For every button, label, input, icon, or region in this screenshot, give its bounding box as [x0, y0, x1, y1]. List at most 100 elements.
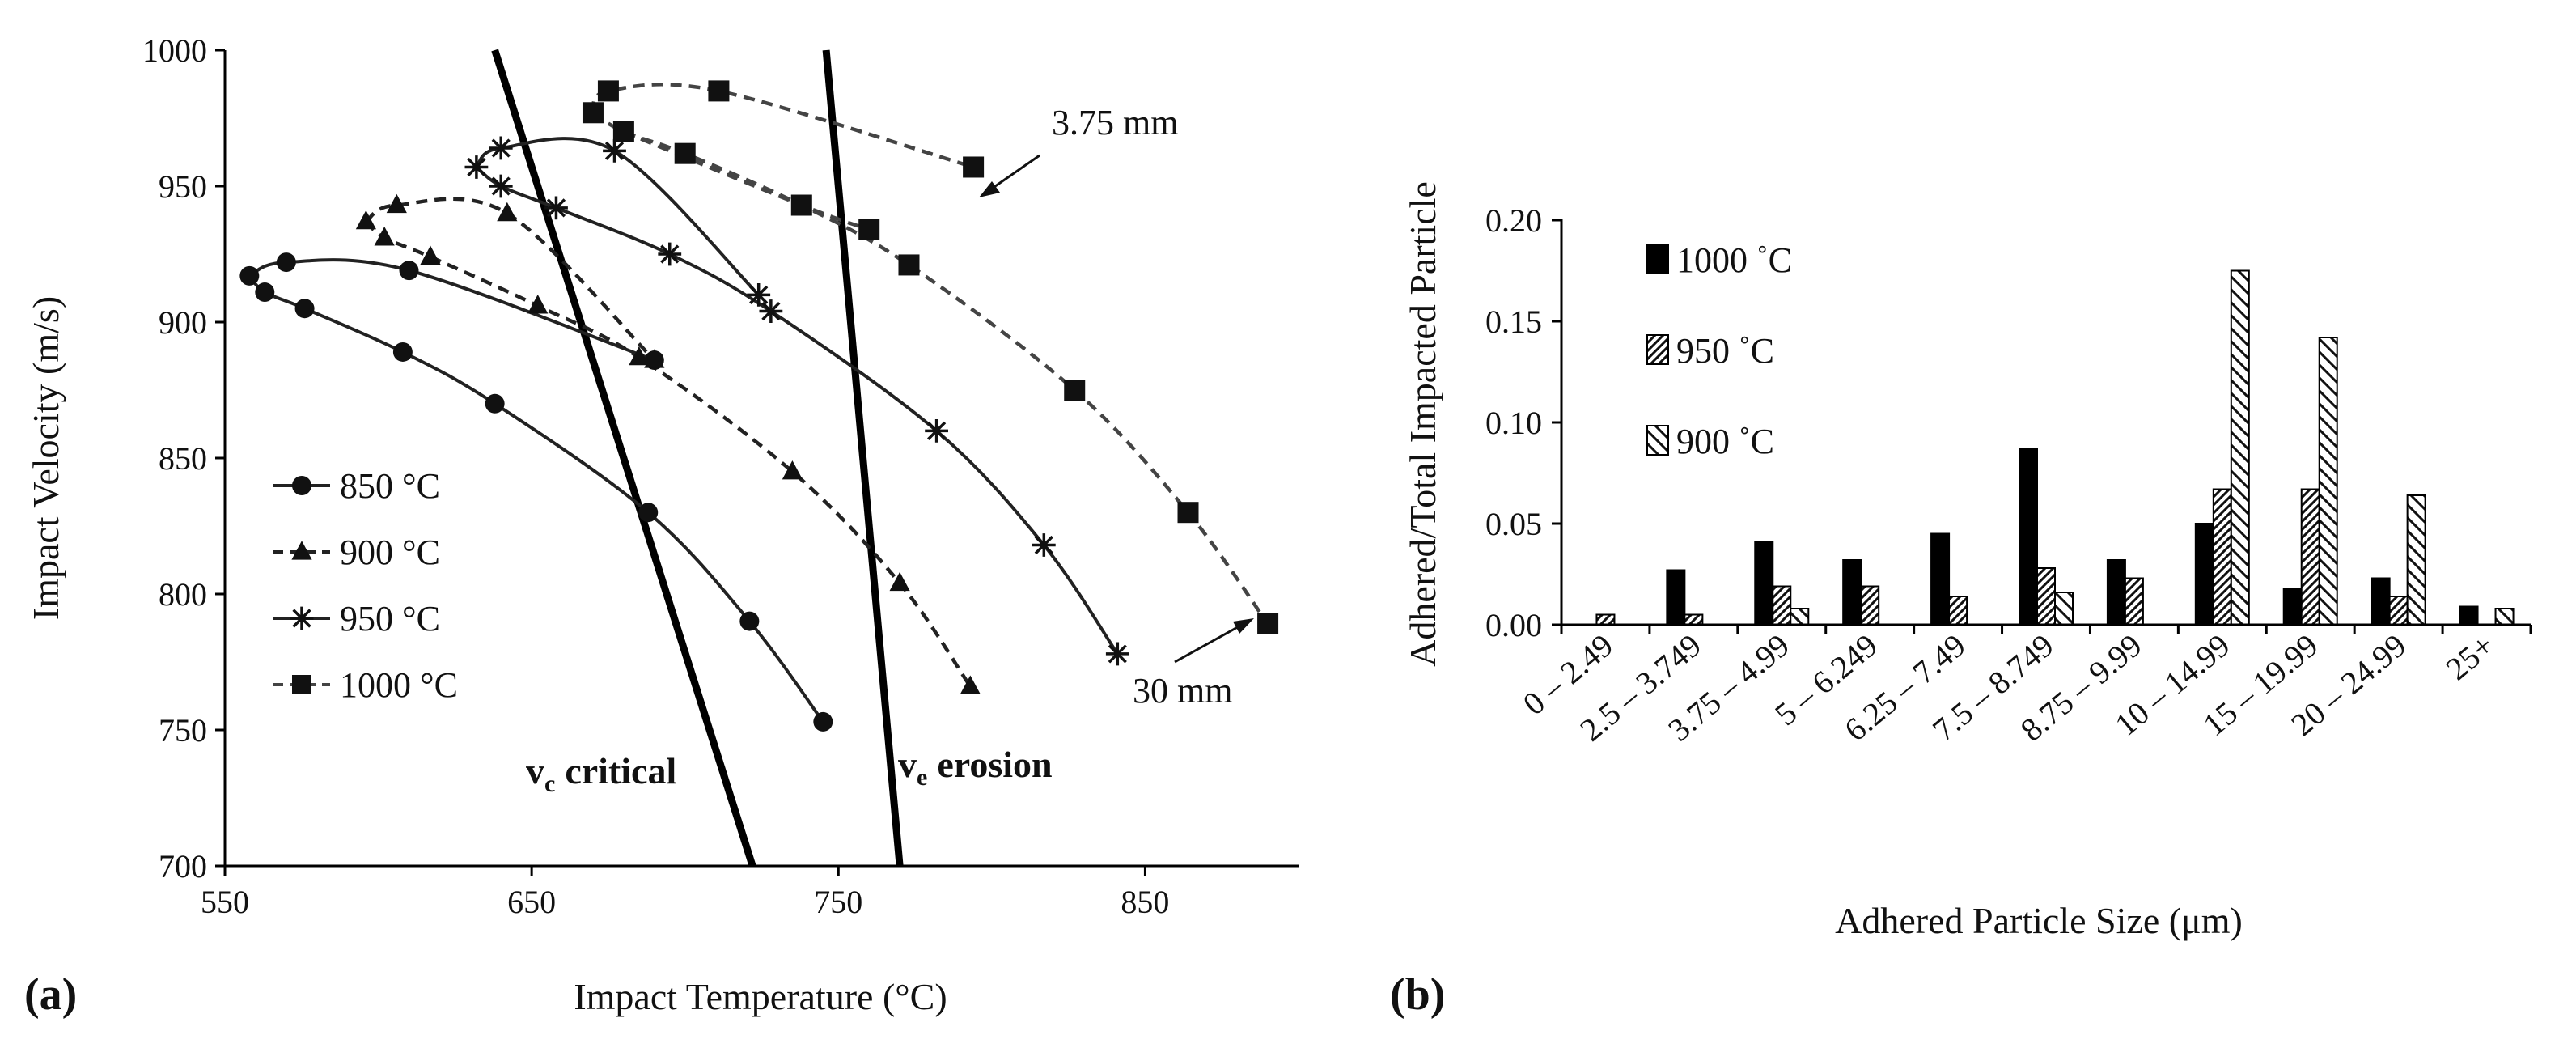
panel-a-axes	[223, 50, 1299, 868]
data-point-850-c	[813, 711, 833, 732]
critical-symbol: v	[526, 750, 544, 791]
boundary-lines	[491, 49, 904, 868]
legend-label: 900 ˚C	[1676, 422, 1774, 461]
annotation-arrowhead-3-75-mm	[979, 181, 1000, 197]
legend-marker	[292, 476, 311, 495]
y-tick-label: 0.05	[1485, 506, 1542, 542]
markers-1000-c	[582, 80, 1279, 634]
annotation-arrow-3-75-mm	[989, 154, 1040, 192]
series-line-950-c	[475, 165, 1119, 656]
y-tick-label: 750	[159, 712, 207, 749]
bar-950-c-5-6-249	[1860, 585, 1880, 626]
legend-item-1000-c: 1000 ˚C	[1646, 240, 1792, 280]
data-point-900-c	[644, 349, 665, 368]
data-point-950-c	[747, 283, 771, 307]
y-tick-label: 1000	[142, 32, 207, 69]
panel-b-label: (b)	[1390, 970, 1445, 1020]
bar-1000-c-25	[2459, 605, 2479, 626]
bar-1000-c-2-5-3-749	[1666, 569, 1686, 626]
series-850-c	[248, 258, 824, 723]
legend-item-850-c: 850 °C	[273, 466, 440, 506]
data-point-850-c	[739, 611, 760, 631]
x-tick-label: 850	[1121, 884, 1169, 920]
bar-1000-c-20-24-99	[2371, 577, 2391, 626]
series-line-1000-c	[591, 111, 1269, 626]
data-point-900-c	[497, 202, 518, 222]
data-point-950-c	[489, 136, 513, 160]
data-point-950-c	[544, 196, 568, 220]
data-point-900-c	[960, 675, 981, 694]
boundary-line-critical	[491, 49, 756, 868]
panel-a-label: (a)	[24, 970, 77, 1020]
series-line-1000-c	[591, 83, 974, 169]
markers-900-c	[355, 193, 981, 694]
boundary-line-erosion	[822, 49, 904, 867]
panel-b-x-axis-label: Adhered Particle Size (μm)	[1835, 900, 2243, 941]
y-tick-label: 900	[159, 304, 207, 341]
data-point-1000-c	[597, 80, 619, 102]
bar-950-c-7-5-8-749	[2036, 567, 2056, 626]
panel-a-y-ticks: 700 750 800 850 900 950 1000	[142, 32, 225, 885]
data-point-1000-c	[1177, 502, 1199, 524]
data-point-1000-c	[963, 156, 985, 178]
legend-label: 1000 °C	[340, 665, 458, 705]
bar-1000-c-6-25-7-49	[1930, 532, 1951, 626]
y-tick-label: 700	[159, 848, 207, 885]
erosion-subscript: e	[917, 764, 927, 791]
data-point-850-c	[239, 265, 260, 286]
bar-series-950-c	[1595, 488, 2409, 626]
bar-950-c-8-75-9-99	[2124, 577, 2144, 626]
boundary-label-erosion: ve erosion	[898, 744, 1053, 791]
annotation-3-75-mm: 3.75 mm	[979, 103, 1178, 197]
data-point-900-c	[889, 571, 910, 592]
panel-a-x-ticks: 550 650 750 850	[201, 866, 1169, 920]
bar-series	[1595, 269, 2515, 626]
data-point-900-c	[782, 460, 803, 480]
bar-1000-c-3-75-4-99	[1754, 541, 1774, 626]
markers-950-c	[464, 136, 1129, 666]
bar-1000-c-15-19-99	[2282, 588, 2303, 626]
legend-marker	[290, 606, 314, 630]
data-point-850-c	[392, 342, 413, 362]
bar-1000-c-8-75-9-99	[2106, 559, 2126, 626]
legend-label: 950 ˚C	[1676, 331, 1774, 371]
data-point-900-c	[386, 193, 407, 214]
data-point-850-c	[255, 282, 275, 303]
bar-900-c-10-14-99	[2230, 269, 2250, 626]
boundary-label-critical: vc critical	[526, 750, 676, 797]
bar-900-c-7-5-8-749	[2054, 592, 2074, 626]
data-point-950-c	[1032, 533, 1056, 557]
data-point-1000-c	[582, 102, 604, 124]
panel-a-x-axis-label: Impact Temperature (°C)	[574, 976, 947, 1017]
series-line-850-c	[248, 274, 824, 723]
data-point-1000-c	[858, 219, 880, 240]
legend-label: 950 °C	[340, 599, 440, 639]
legend-item-900-c: 900 ˚C	[1646, 422, 1774, 461]
data-point-950-c	[658, 242, 682, 266]
bar-950-c-0-2-49	[1595, 613, 1616, 626]
y-tick-label: 950	[159, 168, 207, 205]
data-point-1000-c	[612, 121, 634, 142]
data-point-850-c	[638, 503, 659, 523]
data-point-850-c	[485, 393, 505, 414]
panel-b-legend: 1000 ˚C 950 ˚C 900 ˚C	[1646, 240, 1792, 461]
panel-a-line-chart: 550 650 750 850 700 750 800 850 900 950 1000 Impa…	[24, 32, 1299, 1020]
legend-swatch	[1646, 244, 1669, 274]
series-line-950-c	[475, 137, 761, 296]
bar-1000-c-10-14-99	[2194, 523, 2214, 626]
data-point-1000-c	[898, 254, 920, 276]
data-point-900-c	[420, 245, 441, 265]
legend-label: 1000 ˚C	[1676, 240, 1792, 280]
bar-900-c-25	[2494, 608, 2515, 626]
bar-950-c-3-75-4-99	[1772, 585, 1792, 626]
series-line-850-c	[248, 258, 655, 362]
panel-a-legend: 850 °C 900 °C 950 °C 1000 °C	[273, 466, 458, 705]
x-tick-label: 650	[507, 884, 556, 920]
data-point-1000-c	[708, 80, 730, 102]
annotation-30-mm: 30 mm	[1133, 618, 1254, 711]
series-950-c	[475, 137, 1119, 656]
bar-series-900-c	[1790, 269, 2515, 626]
